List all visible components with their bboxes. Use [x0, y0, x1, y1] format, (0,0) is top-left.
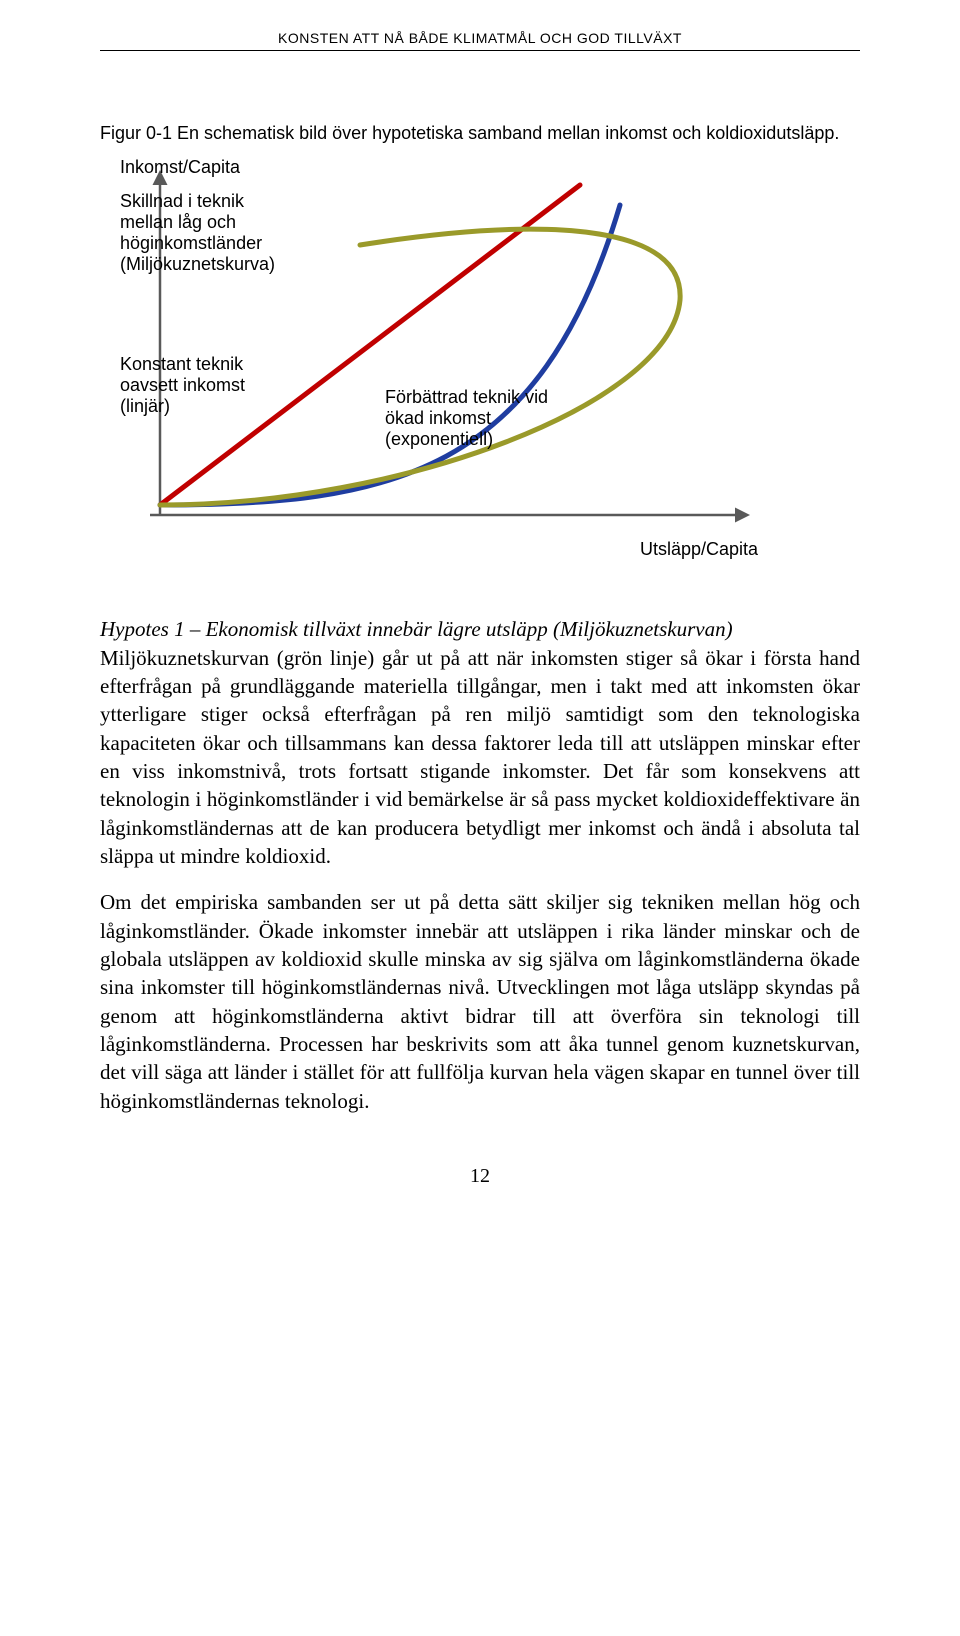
svg-text:(Miljökuznetskurva): (Miljökuznetskurva) — [120, 254, 275, 274]
svg-text:Utsläpp/Capita: Utsläpp/Capita — [640, 539, 759, 559]
running-head: KONSTEN ATT NÅ BÅDE KLIMATMÅL OCH GOD TI… — [100, 30, 860, 51]
svg-text:oavsett inkomst: oavsett inkomst — [120, 375, 245, 395]
svg-text:ökad inkomst: ökad inkomst — [385, 408, 491, 428]
figure-caption: Figur 0-1 En schematisk bild över hypote… — [100, 121, 860, 145]
page-number: 12 — [100, 1165, 860, 1188]
svg-text:Skillnad i teknik: Skillnad i teknik — [120, 191, 245, 211]
chart-container: Inkomst/Capita Skillnad i teknikmellan lå… — [100, 155, 820, 575]
hypothesis-para: Hypotes 1 – Ekonomisk tillväxt innebär l… — [100, 615, 860, 870]
chart-svg: Inkomst/Capita Skillnad i teknikmellan lå… — [100, 155, 820, 575]
exponential-label: Förbättrad teknik vidökad inkomst(expone… — [385, 387, 548, 449]
body-para-1: Miljökuznetskurvan (grön linje) går ut p… — [100, 646, 860, 868]
x-axis-label: Utsläpp/Capita — [640, 539, 759, 559]
body-para-2: Om det empiriska sambanden ser ut på det… — [100, 888, 860, 1115]
linear-label: Konstant teknikoavsett inkomst(linjär) — [120, 354, 245, 416]
svg-text:Inkomst/Capita: Inkomst/Capita — [120, 157, 241, 177]
svg-text:Förbättrad teknik vid: Förbättrad teknik vid — [385, 387, 548, 407]
svg-text:(linjär): (linjär) — [120, 396, 170, 416]
svg-text:mellan låg och: mellan låg och — [120, 212, 236, 232]
hypothesis-heading: Hypotes 1 – Ekonomisk tillväxt innebär l… — [100, 617, 733, 641]
svg-text:Konstant teknik: Konstant teknik — [120, 354, 244, 374]
kuznets-label: Skillnad i teknikmellan låg ochhöginkoms… — [120, 191, 275, 274]
svg-text:höginkomstländer: höginkomstländer — [120, 233, 262, 253]
svg-text:(exponentiell): (exponentiell) — [385, 429, 493, 449]
y-axis-label: Inkomst/Capita — [120, 157, 241, 177]
